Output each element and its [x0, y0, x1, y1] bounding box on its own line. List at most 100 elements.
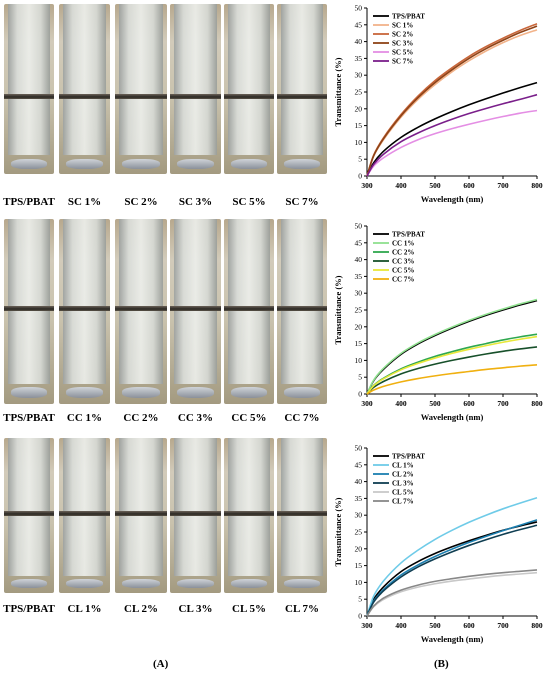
- photo-label: SC 5%: [232, 196, 266, 208]
- film-photo: [4, 438, 54, 593]
- photo-label: TPS/PBAT: [3, 603, 55, 615]
- y-tick-label: 45: [355, 460, 363, 469]
- series-line: [366, 496, 538, 617]
- film-photo: [277, 219, 327, 404]
- film-photo: [224, 438, 274, 593]
- series-line: [366, 333, 538, 395]
- photo-label: SC 3%: [178, 196, 213, 208]
- series-line: [366, 519, 538, 617]
- y-tick-label: 5: [358, 373, 362, 382]
- photo-label: CC 7%: [284, 412, 320, 424]
- x-tick-label: 700: [497, 399, 509, 408]
- photo-label: CL 5%: [232, 603, 266, 615]
- panel-label-a: (A): [153, 658, 169, 670]
- legend-label: SC 1%: [392, 22, 413, 30]
- x-tick-label: 800: [531, 621, 543, 630]
- photo-label: CL 3%: [178, 603, 213, 615]
- film-photo: [115, 4, 167, 174]
- series-line: [366, 298, 538, 395]
- x-tick-label: 500: [429, 621, 441, 630]
- legend-label: CL 1%: [392, 462, 414, 470]
- transmittance-chart-cl: 0 5 10 15 20 25 30 35 40 45 50 300 400 500 600 700 800 Wa…: [333, 444, 543, 645]
- legend-label: TPS/PBAT: [392, 13, 425, 21]
- film-photo: [170, 219, 221, 404]
- x-tick-label: 500: [429, 399, 441, 408]
- y-tick-label: 50: [355, 222, 363, 231]
- y-tick-label: 5: [358, 595, 362, 604]
- legend-label: SC 7%: [392, 58, 413, 66]
- film-photo: [170, 438, 221, 593]
- film-photo: [277, 438, 327, 593]
- series-line: [366, 569, 538, 617]
- series-line: [366, 81, 538, 177]
- x-tick-label: 300: [361, 181, 373, 190]
- x-tick-label: 600: [463, 621, 475, 630]
- x-tick-label: 400: [395, 399, 407, 408]
- y-tick-label: 30: [355, 511, 363, 520]
- film-photo: [224, 4, 274, 174]
- y-tick-label: 5: [358, 155, 362, 164]
- y-tick-label: 25: [355, 88, 363, 97]
- y-tick-label: 15: [355, 561, 363, 570]
- x-tick-label: 500: [429, 181, 441, 190]
- legend-label: CC 3%: [392, 258, 414, 266]
- y-tick-label: 20: [355, 104, 363, 113]
- y-tick-label: 15: [355, 339, 363, 348]
- film-photo: [4, 4, 54, 174]
- panel-label-b: (B): [434, 658, 449, 670]
- photo-label: SC 7%: [285, 196, 319, 208]
- photo-label: SC 1%: [67, 196, 102, 208]
- x-tick-label: 700: [497, 181, 509, 190]
- photo-label: CL 7%: [285, 603, 319, 615]
- legend-label: SC 2%: [392, 31, 413, 39]
- x-tick-label: 400: [395, 181, 407, 190]
- y-tick-label: 40: [355, 255, 363, 264]
- series-line: [366, 521, 538, 617]
- legend-label: TPS/PBAT: [392, 453, 425, 461]
- legend-label: SC 5%: [392, 49, 413, 57]
- film-photo: [59, 4, 110, 174]
- y-tick-label: 30: [355, 289, 363, 298]
- series-line: [366, 109, 538, 177]
- photo-label: SC 2%: [124, 196, 158, 208]
- x-tick-label: 400: [395, 621, 407, 630]
- legend-label: CL 5%: [392, 489, 414, 497]
- y-tick-label: 25: [355, 306, 363, 315]
- legend-label: CC 1%: [392, 240, 414, 248]
- film-photo: [4, 219, 54, 404]
- series-line: [366, 571, 538, 617]
- legend-label: CC 5%: [392, 267, 414, 275]
- film-photo: [224, 219, 274, 404]
- y-tick-label: 20: [355, 322, 363, 331]
- film-photo: [277, 4, 327, 174]
- x-axis-label: Wavelength (nm): [421, 412, 484, 422]
- series-line: [366, 299, 538, 395]
- y-tick-label: 0: [358, 172, 362, 181]
- x-tick-label: 600: [463, 399, 475, 408]
- photo-label: CC 2%: [123, 412, 159, 424]
- y-tick-label: 50: [355, 444, 363, 453]
- legend-label: CC 2%: [392, 249, 414, 257]
- y-tick-label: 35: [355, 54, 363, 63]
- photo-label: CL 2%: [124, 603, 158, 615]
- film-photo: [59, 219, 110, 404]
- y-tick-label: 10: [355, 356, 363, 365]
- y-tick-label: 50: [355, 4, 363, 13]
- transmittance-chart-sc: 0 5 10 15 20 25 30 35 40 45 50 300 400 500 600 700 800 Wa…: [333, 4, 543, 205]
- x-tick-label: 700: [497, 621, 509, 630]
- y-tick-label: 15: [355, 121, 363, 130]
- series-line: [366, 363, 538, 395]
- y-tick-label: 35: [355, 494, 363, 503]
- photo-label: CC 1%: [66, 412, 103, 424]
- x-tick-label: 800: [531, 181, 543, 190]
- film-photo: [59, 438, 110, 593]
- y-tick-label: 40: [355, 477, 363, 486]
- x-axis-label: Wavelength (nm): [421, 194, 484, 204]
- photo-label: TPS/PBAT: [3, 196, 55, 208]
- series-line: [366, 524, 538, 617]
- y-axis-label: Transmittance (%): [333, 275, 343, 344]
- legend-label: CL 7%: [392, 498, 414, 506]
- legend-label: SC 3%: [392, 40, 413, 48]
- x-tick-label: 600: [463, 181, 475, 190]
- y-tick-label: 35: [355, 272, 363, 281]
